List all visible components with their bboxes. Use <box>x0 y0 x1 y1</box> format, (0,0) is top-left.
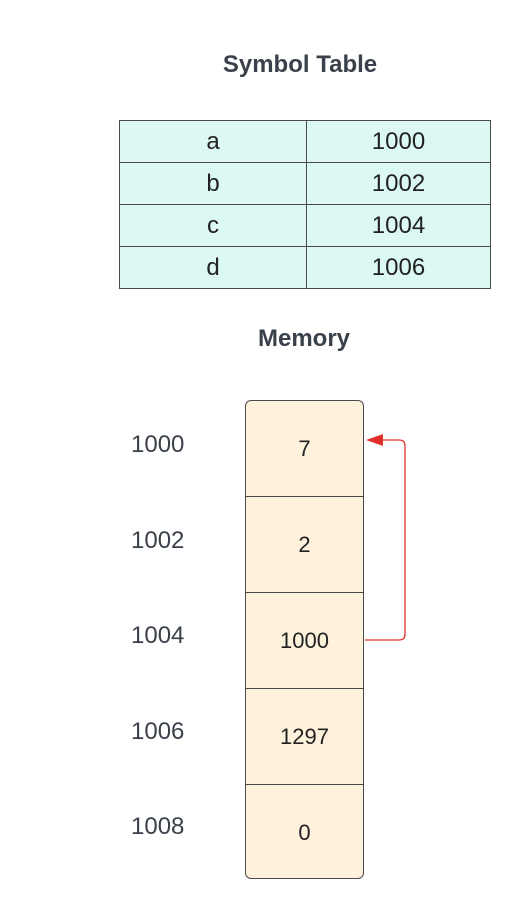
symbol-row: b 1002 <box>119 162 491 205</box>
symbol-address: 1006 <box>306 246 491 289</box>
symbol-name: c <box>119 204 307 247</box>
symbol-name: b <box>119 162 307 205</box>
memory-cell: 0 <box>298 819 311 845</box>
memory-column: 7 2 1000 1297 0 <box>245 400 364 879</box>
symbol-address: 1000 <box>306 120 491 163</box>
symbol-name: d <box>119 246 307 289</box>
symbol-row: d 1006 <box>119 246 491 289</box>
memory-address-label: 1008 <box>131 813 185 840</box>
memory-address-label: 1002 <box>131 527 185 554</box>
memory-address-label: 1006 <box>131 718 185 745</box>
memory-title: Memory <box>257 325 351 352</box>
symbol-address: 1004 <box>306 204 491 247</box>
pointer-arrow-head <box>366 434 383 446</box>
memory-cell: 7 <box>246 401 363 497</box>
symbol-table: a 1000 b 1002 c 1004 d 1006 <box>119 120 491 289</box>
pointer-arrow-line <box>365 439 406 641</box>
memory-cell: 1297 <box>246 689 363 785</box>
memory-cell: 1000 <box>246 593 363 689</box>
memory-cell: 2 <box>246 497 363 593</box>
symbol-address: 1002 <box>306 162 491 205</box>
symbol-name: a <box>119 120 307 163</box>
symbol-table-title: Symbol Table <box>222 51 378 78</box>
memory-address-label: 1000 <box>131 431 185 458</box>
symbol-row: c 1004 <box>119 204 491 247</box>
memory-address-label: 1004 <box>131 622 185 649</box>
symbol-row: a 1000 <box>119 120 491 163</box>
